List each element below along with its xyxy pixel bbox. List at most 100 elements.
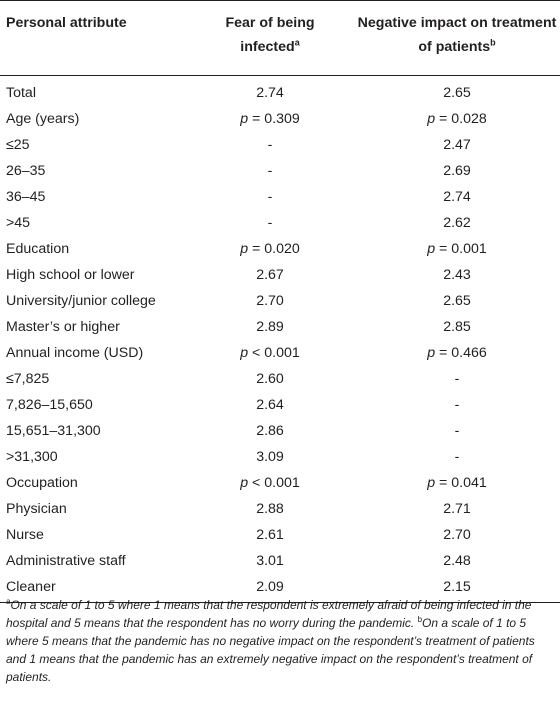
table-row: 15,651–31,300 2.86 - <box>0 418 560 444</box>
fear-value-cell: 2.61 <box>256 527 284 543</box>
attribute-cell: Age (years) <box>6 111 80 127</box>
footnote-b-text: On a scale of 1 to 5 where 5 means that … <box>6 616 535 684</box>
p-symbol: p <box>240 241 249 257</box>
table-row: Physician 2.88 2.71 <box>0 496 560 522</box>
table-row: Education p = 0.020 p = 0.001 <box>0 236 560 262</box>
fear-value-cell: 2.86 <box>256 423 284 439</box>
table-row: ≤7,825 2.60 - <box>0 366 560 392</box>
fear-value-cell: 2.60 <box>256 371 284 387</box>
impact-value-cell: 2.62 <box>443 215 471 231</box>
fear-value-cell: 3.01 <box>256 553 284 569</box>
table-row: University/junior college 2.70 2.65 <box>0 288 560 314</box>
footnote-a-text: On a scale of 1 to 5 where 1 means that … <box>6 598 532 630</box>
attribute-cell: High school or lower <box>6 267 135 283</box>
footnote-a-sup: a <box>6 597 11 606</box>
fear-value-cell: 2.70 <box>256 293 284 309</box>
header-fear-line2: infected <box>240 39 295 55</box>
p-symbol: p <box>240 345 249 361</box>
fear-value-cell: - <box>267 137 273 153</box>
table-row: Total 2.74 2.65 <box>0 76 560 107</box>
attribute-cell: University/junior college <box>6 293 156 309</box>
attribute-cell: Physician <box>6 501 67 517</box>
fear-value-cell: 2.89 <box>256 319 284 335</box>
table-row: >45 - 2.62 <box>0 210 560 236</box>
header-negative-impact: Negative impact on treatment of patients… <box>354 0 560 76</box>
table-row: Nurse 2.61 2.70 <box>0 522 560 548</box>
attribute-cell: >45 <box>6 215 31 231</box>
impact-value-cell: 2.74 <box>443 189 471 205</box>
table-row: 36–45 - 2.74 <box>0 184 560 210</box>
impact-value-cell: 2.48 <box>443 553 471 569</box>
p-symbol: p <box>427 475 436 491</box>
table-row: Occupation p < 0.001 p = 0.041 <box>0 470 560 496</box>
footnote-b-marker: b <box>490 37 496 48</box>
fear-value-cell: 2.88 <box>256 501 284 517</box>
p-symbol: p <box>427 345 436 361</box>
fear-value-cell: 2.64 <box>256 397 284 413</box>
table-body: Total 2.74 2.65 Age (years) p = 0.309 p = 0.0… <box>0 76 560 603</box>
table-row: 26–35 - 2.69 <box>0 158 560 184</box>
table-row: High school or lower 2.67 2.43 <box>0 262 560 288</box>
table-row: Cleaner 2.09 2.15 <box>0 574 560 603</box>
attribute-cell: >31,300 <box>6 449 58 465</box>
impact-value-cell: 2.69 <box>443 163 471 179</box>
attribute-cell: Nurse <box>6 527 44 543</box>
attribute-cell: Administrative staff <box>6 553 126 569</box>
footnote-b-sup: b <box>417 615 423 624</box>
impact-value-cell: 2.15 <box>354 574 560 603</box>
attribute-cell: Total <box>6 85 36 101</box>
p-symbol: p <box>240 111 249 127</box>
attribute-cell: 36–45 <box>6 189 46 205</box>
attributes-table: Personal attribute Fear of being infecte… <box>0 0 560 603</box>
impact-value-cell: p = 0.001 <box>427 241 487 257</box>
fear-value-cell: 3.09 <box>256 449 284 465</box>
header-impact-line2: of patients <box>418 39 491 55</box>
impact-value-cell: 2.47 <box>443 137 471 153</box>
impact-value-cell: 2.43 <box>443 267 471 283</box>
p-symbol: p <box>427 111 436 127</box>
attribute-cell: Occupation <box>6 475 78 491</box>
footnote-a-marker: a <box>294 37 300 48</box>
table-row: Annual income (USD) p < 0.001 p = 0.466 <box>0 340 560 366</box>
header-fear-of-infection: Fear of being infecteda <box>186 0 354 76</box>
impact-value-cell: - <box>454 397 460 413</box>
fear-value-cell: p < 0.001 <box>240 475 300 491</box>
impact-value-cell: - <box>454 449 460 465</box>
impact-value-cell: 2.70 <box>443 527 471 543</box>
attribute-cell: ≤7,825 <box>6 371 50 387</box>
p-symbol: p <box>427 241 436 257</box>
fear-value-cell: - <box>267 189 273 205</box>
attribute-cell: Master’s or higher <box>6 319 120 335</box>
impact-value-cell: p = 0.028 <box>427 111 487 127</box>
header-personal-attribute: Personal attribute <box>0 0 186 76</box>
attribute-cell: Cleaner <box>0 574 186 603</box>
impact-value-cell: 2.65 <box>443 293 471 309</box>
impact-value-cell: - <box>454 371 460 387</box>
fear-value-cell: 2.74 <box>256 85 284 101</box>
attribute-cell: 7,826–15,650 <box>6 397 93 413</box>
table-row: 7,826–15,650 2.64 - <box>0 392 560 418</box>
fear-value-cell: - <box>267 163 273 179</box>
fear-value-cell: p = 0.020 <box>240 241 300 257</box>
p-symbol: p <box>240 475 249 491</box>
fear-value-cell: p = 0.309 <box>240 111 300 127</box>
impact-value-cell: - <box>454 423 460 439</box>
attribute-cell: ≤25 <box>6 137 30 153</box>
fear-value-cell: - <box>267 215 273 231</box>
impact-value-cell: 2.65 <box>443 85 471 101</box>
impact-value-cell: p = 0.466 <box>427 345 487 361</box>
table-row: Master’s or higher 2.89 2.85 <box>0 314 560 340</box>
table-row: Age (years) p = 0.309 p = 0.028 <box>0 106 560 132</box>
table-footnote: aOn a scale of 1 to 5 where 1 means that… <box>6 596 554 686</box>
table-row: ≤25 - 2.47 <box>0 132 560 158</box>
header-fear-line1: Fear of being <box>225 15 315 31</box>
attribute-cell: Education <box>6 241 70 257</box>
header-impact-line1: Negative impact on treatment <box>357 15 557 31</box>
attribute-cell: 26–35 <box>6 163 46 179</box>
fear-value-cell: 2.09 <box>186 574 354 603</box>
impact-value-cell: 2.85 <box>443 319 471 335</box>
fear-value-cell: p < 0.001 <box>240 345 300 361</box>
impact-value-cell: p = 0.041 <box>427 475 487 491</box>
attribute-cell: Annual income (USD) <box>6 345 144 361</box>
